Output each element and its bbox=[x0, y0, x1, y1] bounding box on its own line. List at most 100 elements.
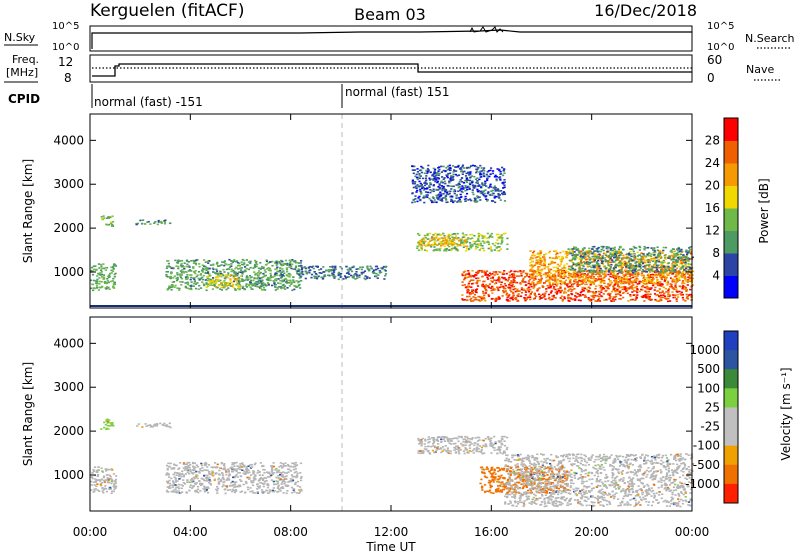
power-cell bbox=[107, 223, 111, 226]
power-cell bbox=[657, 273, 660, 276]
power-cell bbox=[481, 298, 484, 301]
velocity-cell bbox=[107, 479, 110, 481]
power-cell bbox=[657, 252, 661, 255]
power-cell bbox=[209, 282, 212, 284]
power-cell bbox=[658, 256, 661, 258]
power-cell bbox=[634, 281, 637, 284]
power-cell bbox=[420, 193, 423, 195]
power-cell bbox=[657, 264, 660, 267]
power-cell bbox=[554, 275, 557, 277]
power-cell bbox=[279, 263, 282, 266]
power-cell bbox=[190, 281, 193, 283]
power-cell bbox=[459, 189, 462, 192]
power-cell bbox=[230, 268, 233, 271]
power-cell bbox=[680, 275, 683, 278]
power-cell bbox=[520, 272, 523, 275]
power-cell bbox=[687, 257, 690, 259]
power-cell bbox=[502, 174, 505, 177]
power-cell bbox=[579, 291, 582, 294]
power-cell bbox=[682, 286, 685, 289]
power-cell bbox=[619, 294, 622, 297]
power-cell bbox=[685, 293, 688, 296]
power-cell bbox=[208, 267, 211, 270]
power-cell bbox=[281, 268, 284, 270]
power-cell bbox=[480, 190, 483, 193]
power-cell bbox=[411, 192, 414, 195]
power-cell bbox=[516, 300, 519, 302]
power-cell bbox=[243, 279, 246, 282]
power-cell bbox=[209, 284, 212, 286]
power-cell bbox=[609, 256, 612, 258]
power-cell bbox=[500, 173, 503, 175]
power-cell bbox=[494, 201, 497, 204]
power-cell bbox=[260, 265, 264, 268]
power-cell bbox=[576, 293, 579, 295]
power-cell bbox=[634, 299, 637, 301]
power-cell bbox=[420, 165, 423, 168]
power-cell bbox=[577, 295, 580, 297]
power-cell bbox=[474, 289, 477, 291]
power-cell bbox=[225, 282, 228, 284]
power-cell bbox=[184, 270, 187, 273]
power-cell bbox=[241, 287, 244, 289]
power-cell bbox=[238, 278, 241, 280]
power-cell bbox=[533, 278, 536, 281]
power-cell bbox=[238, 284, 241, 287]
power-cell bbox=[259, 272, 262, 275]
power-cell bbox=[648, 297, 651, 299]
power-cell bbox=[625, 290, 628, 292]
power-cell bbox=[559, 276, 562, 279]
power-cell bbox=[565, 263, 569, 265]
velocity-cell bbox=[115, 475, 118, 477]
power-cell bbox=[541, 286, 544, 288]
power-cell bbox=[508, 300, 511, 302]
power-cell bbox=[461, 232, 465, 235]
power-cell bbox=[612, 256, 616, 259]
power-cell bbox=[590, 299, 593, 302]
power-cell bbox=[638, 254, 641, 256]
power-cell bbox=[425, 169, 428, 172]
power-cell bbox=[560, 295, 563, 297]
power-cell bbox=[477, 232, 480, 235]
power-cell bbox=[449, 239, 452, 241]
power-cell bbox=[225, 263, 228, 266]
power-cell bbox=[679, 262, 682, 265]
velocity-cell bbox=[113, 484, 116, 486]
power-cell bbox=[411, 182, 415, 185]
power-cell bbox=[550, 290, 553, 292]
power-cell bbox=[422, 242, 425, 245]
power-cell bbox=[520, 288, 523, 291]
power-cell bbox=[530, 275, 533, 278]
power-cell bbox=[461, 173, 464, 175]
power-cell bbox=[628, 279, 632, 282]
velocity-cell bbox=[239, 468, 242, 471]
power-cell bbox=[650, 267, 653, 269]
power-cell bbox=[271, 260, 274, 263]
power-cell bbox=[449, 169, 452, 171]
power-cell bbox=[460, 187, 463, 189]
power-cell bbox=[165, 273, 168, 276]
power-cell bbox=[281, 279, 284, 281]
power-cell bbox=[484, 272, 487, 274]
velocity-cell bbox=[194, 482, 197, 485]
velocity-cell bbox=[91, 477, 94, 480]
velocity-cell bbox=[111, 490, 114, 493]
power-cell bbox=[325, 269, 328, 272]
freq-tick-low: 8 bbox=[64, 71, 72, 85]
power-cell bbox=[502, 168, 506, 170]
power-cell bbox=[548, 282, 551, 285]
power-cell bbox=[647, 275, 650, 278]
power-cell bbox=[677, 296, 680, 298]
power-cell bbox=[672, 258, 676, 261]
power-cell bbox=[586, 265, 589, 268]
power-cell bbox=[561, 282, 564, 284]
power-cell bbox=[597, 295, 600, 298]
power-cell bbox=[382, 265, 385, 268]
power-cell bbox=[666, 282, 669, 284]
velocity-cell bbox=[101, 470, 104, 472]
power-cell bbox=[274, 273, 277, 275]
power-cell bbox=[510, 270, 513, 272]
power-cell bbox=[437, 198, 440, 201]
velocity-cell bbox=[296, 475, 299, 478]
power-cell bbox=[497, 271, 500, 273]
